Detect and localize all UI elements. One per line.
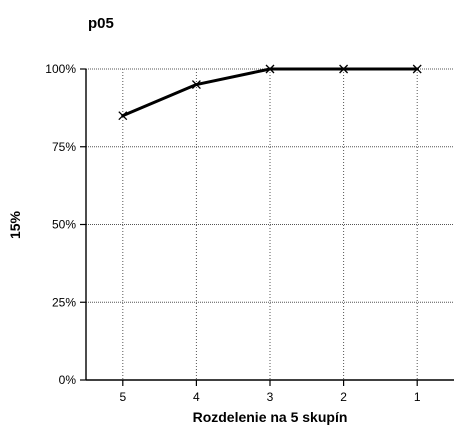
data-point bbox=[412, 64, 422, 74]
y-tick-label: 0% bbox=[59, 373, 77, 387]
series bbox=[118, 64, 422, 121]
axes bbox=[80, 68, 454, 386]
y-tick-labels: 0% 25% 50% 75% 100% bbox=[45, 62, 76, 387]
y-tick-label: 75% bbox=[52, 140, 76, 154]
x-axis-title: Rozdelenie na 5 skupín bbox=[193, 409, 348, 425]
x-tick-label: 5 bbox=[119, 390, 126, 404]
chart-title: p05 bbox=[88, 15, 114, 32]
y-axis-title: 15% bbox=[7, 210, 23, 239]
data-point bbox=[118, 111, 128, 121]
x-tick-label: 1 bbox=[414, 390, 421, 404]
y-tick-label: 50% bbox=[52, 218, 76, 232]
x-tick-label: 3 bbox=[267, 390, 274, 404]
y-tick-label: 100% bbox=[45, 62, 76, 76]
data-point bbox=[191, 80, 201, 90]
y-tick-label: 25% bbox=[52, 295, 76, 309]
x-tick-label: 4 bbox=[193, 390, 200, 404]
x-tick-label: 2 bbox=[340, 390, 347, 404]
data-point bbox=[339, 64, 349, 74]
x-tick-labels: 5 4 3 2 1 bbox=[119, 390, 420, 404]
grid bbox=[86, 68, 454, 380]
data-point bbox=[265, 64, 275, 74]
